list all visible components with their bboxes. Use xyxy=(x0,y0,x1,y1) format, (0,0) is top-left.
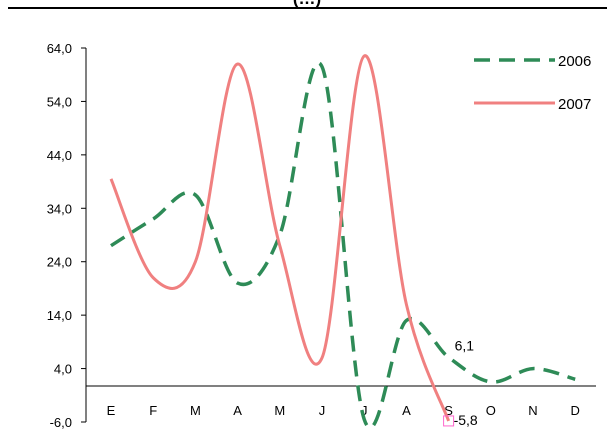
data-point-2006 xyxy=(362,417,366,421)
data-point-2007 xyxy=(404,302,408,306)
x-tick-label: M xyxy=(190,403,201,418)
data-point-2006 xyxy=(320,65,324,69)
series-layer: 6,1 -5,8 xyxy=(109,54,577,430)
x-tick-label: M xyxy=(274,403,285,418)
x-tick-label: S xyxy=(444,403,453,418)
y-ticks: 64,0 54,0 44,0 34,0 24,0 14,0 4,0 -6,0 xyxy=(47,41,86,430)
selected-point-marker xyxy=(443,415,455,427)
y-tick-label: -6,0 xyxy=(50,415,72,430)
data-point-2006 xyxy=(109,244,113,248)
data-point-2006 xyxy=(447,355,451,359)
x-tick-label: A xyxy=(233,403,242,418)
data-label-2007: -5,8 xyxy=(454,412,478,428)
data-point-2007 xyxy=(193,260,197,264)
data-point-2006 xyxy=(236,281,240,285)
legend: 2006 2007 xyxy=(474,53,591,113)
chart-title: (…) xyxy=(293,0,321,8)
data-point-2007 xyxy=(236,62,240,66)
x-tick-label: N xyxy=(528,403,537,418)
y-tick-label: 64,0 xyxy=(47,41,72,56)
x-tick-label: J xyxy=(319,403,326,418)
series-line-2006 xyxy=(110,61,576,430)
data-point-2007 xyxy=(320,356,324,360)
y-tick-label: 4,0 xyxy=(54,362,72,377)
x-tick-label: E xyxy=(107,403,116,418)
y-tick-label: 34,0 xyxy=(47,201,72,216)
data-point-2007 xyxy=(151,276,155,280)
y-tick-label: 14,0 xyxy=(47,308,72,323)
data-point-2006 xyxy=(193,193,197,197)
y-tick-label: 54,0 xyxy=(47,94,72,109)
y-tick-label: 44,0 xyxy=(47,148,72,163)
y-tick-label: 24,0 xyxy=(47,255,72,270)
data-point-2006 xyxy=(573,377,577,381)
data-point-2006 xyxy=(151,217,155,221)
data-point-2006 xyxy=(404,318,408,322)
x-tick-label: O xyxy=(486,403,496,418)
legend-label-2007: 2007 xyxy=(558,96,591,113)
x-tick-label: A xyxy=(402,403,411,418)
x-tick-label: F xyxy=(149,403,157,418)
data-point-2007 xyxy=(278,244,282,248)
data-point-2006 xyxy=(531,367,535,371)
legend-label-2006: 2006 xyxy=(558,53,591,70)
series-line-2007 xyxy=(109,54,451,422)
data-point-2007 xyxy=(447,419,451,423)
x-tick-label: J xyxy=(361,403,368,418)
data-point-2007 xyxy=(109,177,113,181)
x-tick-label: D xyxy=(571,403,580,418)
data-point-2007 xyxy=(362,54,366,58)
data-point-2006 xyxy=(489,380,493,384)
data-label-2006: 6,1 xyxy=(455,337,475,353)
